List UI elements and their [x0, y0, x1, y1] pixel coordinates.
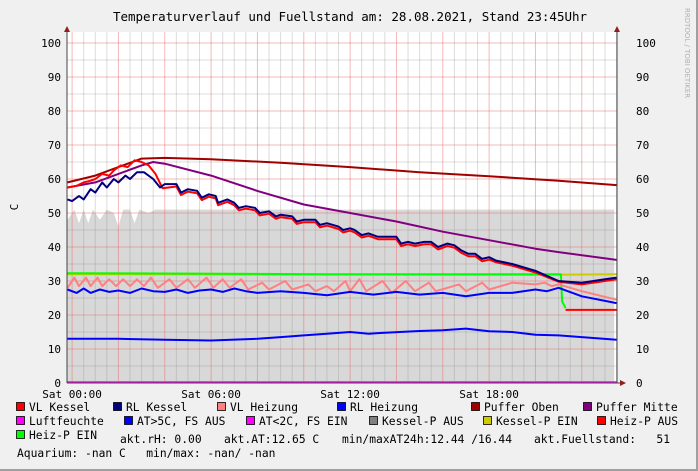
series-vl-kessel [67, 159, 617, 286]
y-tick-label-right: 0 [636, 377, 643, 390]
legend-swatch [124, 416, 133, 425]
y-tick-label-right: 80 [636, 105, 649, 118]
legend-swatch [337, 402, 346, 411]
legend-label: Luftfeuchte [29, 415, 104, 428]
legend-label: RL Heizung [350, 401, 418, 414]
legend-label: Heiz-P AUS [610, 415, 678, 428]
legend-label: AT<2C, FS EIN [259, 415, 348, 428]
legend-swatch [16, 430, 25, 439]
legend-label: Puffer Mitte [596, 401, 678, 414]
y-tick-label: 30 [48, 275, 61, 288]
series-rl-kessel [67, 171, 617, 284]
legend-label: Kessel-P AUS [382, 415, 464, 428]
y-tick-label: 50 [48, 207, 61, 220]
legend-swatch [369, 416, 378, 425]
legend-swatch [217, 402, 226, 411]
x-tick-label: Sat 06:00 [181, 388, 241, 401]
legend-swatch [483, 416, 492, 425]
y-tick-label: 80 [48, 105, 61, 118]
x-axis-arrow-icon [620, 380, 626, 386]
y-tick-label: 90 [48, 71, 61, 84]
legend-swatch [16, 402, 25, 411]
legend-swatch [583, 402, 592, 411]
y-tick-label: 0 [54, 377, 61, 390]
y-tick-label-right: 90 [636, 71, 649, 84]
x-tick-label: Sat 18:00 [459, 388, 519, 401]
y-tick-label-right: 10 [636, 343, 649, 356]
x-tick-label: Sat 12:00 [320, 388, 380, 401]
legend-label: VL Heizung [230, 401, 298, 414]
legend-swatch [246, 416, 255, 425]
series-puffer-oben [67, 156, 617, 187]
y-tick-label: 10 [48, 343, 61, 356]
legend-swatch [471, 402, 480, 411]
series-rl-heizung [67, 286, 617, 305]
fill-area-fuellstand [67, 209, 615, 383]
y-tick-label-right: 20 [636, 309, 649, 322]
legend-swatch [597, 416, 606, 425]
y-tick-label: 60 [48, 173, 61, 186]
y-tick-label: 70 [48, 139, 61, 152]
series-at-5c-fs-aus [67, 327, 617, 342]
stat-rh: akt.rH: 0.00 [120, 433, 202, 446]
y-tick-label: 20 [48, 309, 61, 322]
stat-minmax-at: min/maxAT24h:12.44 /16.44 [342, 433, 512, 446]
stat-fuellstand: akt.Fuellstand: 51 [534, 433, 670, 446]
legend-label: RL Kessel [126, 401, 187, 414]
y-tick-label: 100 [41, 37, 61, 50]
y-tick-label: 40 [48, 241, 61, 254]
stat-aquarium: Aquarium: -nan C min/max: -nan/ -nan [17, 447, 275, 460]
y-tick-label-right: 70 [636, 139, 649, 152]
y-tick-label-right: 40 [636, 241, 649, 254]
series-puffer-mitte [67, 161, 617, 261]
stat-at: akt.AT:12.65 C [224, 433, 319, 446]
y-tick-label-right: 60 [636, 173, 649, 186]
y-tick-label-right: 50 [636, 207, 649, 220]
series-vl-heizung [66, 276, 617, 301]
legend-label: Kessel-P EIN [496, 415, 578, 428]
legend-swatch [113, 402, 122, 411]
x-tick-label: Sat 00:00 [42, 388, 102, 401]
legend-swatch [16, 416, 25, 425]
y-tick-label-right: 100 [636, 37, 656, 50]
chart-title: Temperaturverlauf und Fuellstand am: 28.… [113, 9, 588, 24]
legend-label: AT>5C, FS AUS [137, 415, 226, 428]
legend-label: Heiz-P EIN [29, 429, 97, 442]
y-axis-label: C [8, 204, 21, 211]
y-axis-arrow-icon [64, 26, 70, 32]
y-tick-label-right: 30 [636, 275, 649, 288]
legend-label: VL Kessel [29, 401, 90, 414]
y-axis-right-arrow-icon [614, 26, 620, 32]
series-heiz-p-ein [67, 272, 567, 309]
watermark: RRDTOOL / TOBI OETIKER [683, 8, 691, 98]
legend-label: Puffer Oben [484, 401, 559, 414]
